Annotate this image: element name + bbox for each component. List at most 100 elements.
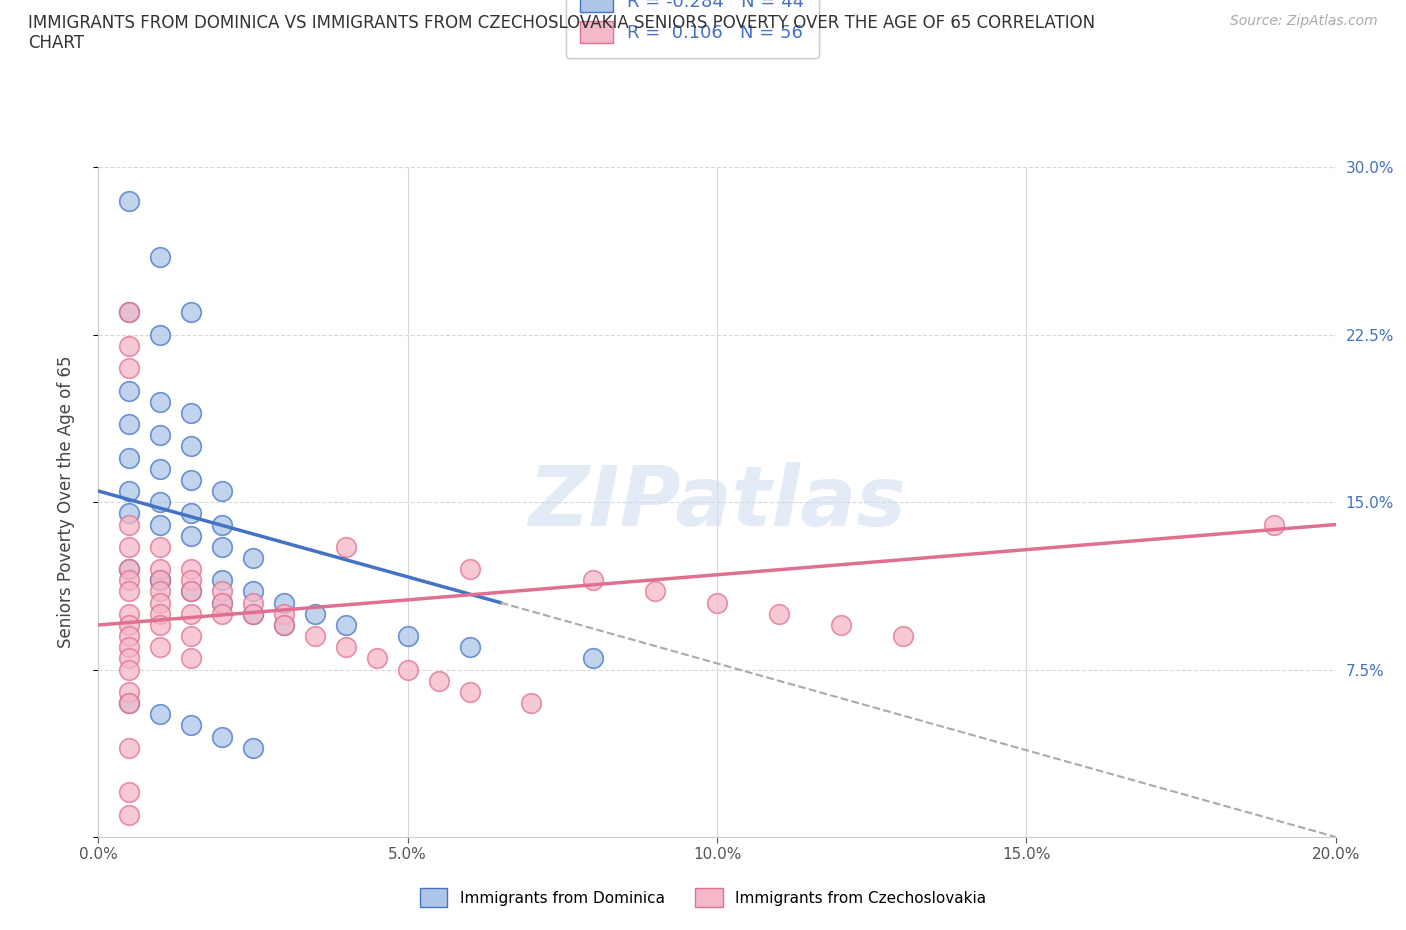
Point	[180, 651, 202, 666]
Point	[149, 606, 172, 621]
Point	[180, 439, 202, 454]
Point	[211, 573, 233, 588]
Point	[118, 361, 141, 376]
Point	[149, 595, 172, 610]
Point	[211, 606, 233, 621]
Point	[242, 595, 264, 610]
Point	[118, 484, 141, 498]
Point	[273, 606, 295, 621]
Point	[180, 528, 202, 543]
Point	[118, 562, 141, 577]
Text: ZIPatlas: ZIPatlas	[529, 461, 905, 543]
Point	[335, 618, 357, 632]
Point	[149, 640, 172, 655]
Point	[149, 327, 172, 342]
Point	[1263, 517, 1285, 532]
Point	[273, 618, 295, 632]
Point	[118, 606, 141, 621]
Point	[118, 618, 141, 632]
Point	[118, 562, 141, 577]
Point	[149, 428, 172, 443]
Point	[180, 472, 202, 487]
Point	[830, 618, 852, 632]
Point	[242, 606, 264, 621]
Point	[335, 539, 357, 554]
Point	[149, 573, 172, 588]
Point	[582, 651, 605, 666]
Point	[242, 606, 264, 621]
Point	[335, 640, 357, 655]
Point	[180, 629, 202, 644]
Point	[211, 729, 233, 744]
Point	[768, 606, 790, 621]
Point	[180, 718, 202, 733]
Point	[180, 506, 202, 521]
Point	[366, 651, 388, 666]
Point	[149, 584, 172, 599]
Point	[706, 595, 728, 610]
Point	[149, 539, 172, 554]
Point	[118, 662, 141, 677]
Point	[427, 673, 450, 688]
Y-axis label: Seniors Poverty Over the Age of 65: Seniors Poverty Over the Age of 65	[56, 356, 75, 648]
Point	[149, 517, 172, 532]
Point	[118, 193, 141, 208]
Point	[180, 606, 202, 621]
Point	[149, 495, 172, 510]
Point	[118, 696, 141, 711]
Point	[118, 506, 141, 521]
Point	[118, 305, 141, 320]
Point	[118, 696, 141, 711]
Point	[149, 394, 172, 409]
Point	[149, 249, 172, 264]
Point	[118, 450, 141, 465]
Point	[118, 539, 141, 554]
Point	[211, 517, 233, 532]
Point	[458, 562, 481, 577]
Point	[180, 405, 202, 420]
Legend: R = -0.284   N = 44, R =  0.106   N = 56: R = -0.284 N = 44, R = 0.106 N = 56	[565, 0, 818, 58]
Point	[149, 562, 172, 577]
Point	[118, 807, 141, 822]
Point	[304, 606, 326, 621]
Point	[118, 517, 141, 532]
Point	[458, 640, 481, 655]
Text: Source: ZipAtlas.com: Source: ZipAtlas.com	[1230, 14, 1378, 28]
Point	[118, 584, 141, 599]
Point	[149, 618, 172, 632]
Point	[180, 305, 202, 320]
Point	[118, 651, 141, 666]
Point	[242, 551, 264, 565]
Point	[118, 305, 141, 320]
Point	[582, 573, 605, 588]
Point	[273, 618, 295, 632]
Point	[520, 696, 543, 711]
Point	[396, 629, 419, 644]
Point	[644, 584, 666, 599]
Point	[118, 573, 141, 588]
Point	[211, 584, 233, 599]
Point	[273, 595, 295, 610]
Point	[242, 584, 264, 599]
Point	[149, 573, 172, 588]
Point	[118, 640, 141, 655]
Point	[180, 584, 202, 599]
Point	[149, 707, 172, 722]
Legend: Immigrants from Dominica, Immigrants from Czechoslovakia: Immigrants from Dominica, Immigrants fro…	[413, 883, 993, 913]
Point	[211, 539, 233, 554]
Point	[242, 740, 264, 755]
Point	[211, 595, 233, 610]
Point	[180, 573, 202, 588]
Point	[118, 684, 141, 699]
Point	[211, 595, 233, 610]
Text: CHART: CHART	[28, 34, 84, 52]
Point	[149, 461, 172, 476]
Point	[149, 573, 172, 588]
Point	[118, 785, 141, 800]
Point	[396, 662, 419, 677]
Point	[180, 562, 202, 577]
Point	[118, 383, 141, 398]
Point	[891, 629, 914, 644]
Point	[458, 684, 481, 699]
Point	[118, 417, 141, 432]
